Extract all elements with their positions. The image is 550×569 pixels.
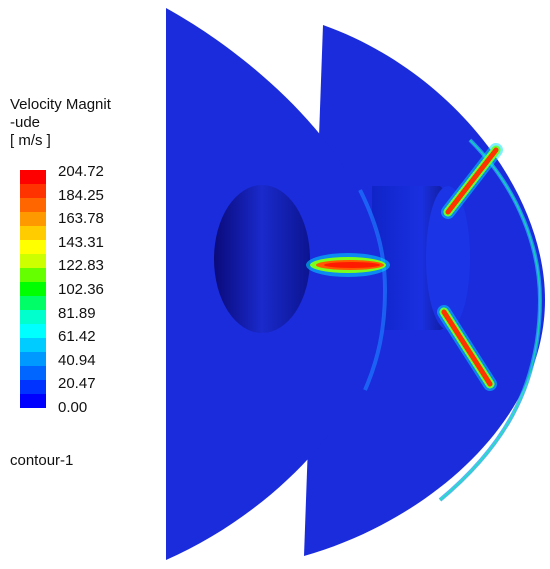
colorbar-band: [20, 170, 46, 185]
colorbar-tick-label: 20.47: [58, 375, 96, 393]
colorbar-band: [20, 324, 46, 339]
colorbar-tick-label: 0.00: [58, 399, 88, 416]
colorbar-tick-label: 143.31: [58, 233, 104, 251]
legend-title: Velocity Magnit -ude [ m/s ]: [10, 96, 111, 150]
colorbar-tick-label: 40.94: [58, 351, 96, 369]
colorbar: [20, 170, 46, 408]
central-jet: [306, 253, 390, 277]
colorbar-band: [20, 366, 46, 381]
hub-end-face: [426, 186, 470, 330]
colorbar-band: [20, 184, 46, 199]
colorbar-tick-label: 81.89: [58, 304, 96, 322]
colorbar-tick-label: 102.36: [58, 281, 104, 298]
colorbar-band: [20, 338, 46, 353]
colorbar-tick-label: 204.72: [58, 163, 104, 180]
colorbar-band: [20, 226, 46, 241]
colorbar-tick-label: 184.25: [58, 186, 104, 204]
colorbar-band: [20, 240, 46, 255]
lower-jet: [437, 305, 497, 391]
legend-title-line3: [ m/s ]: [10, 132, 51, 149]
colorbar-band: [20, 212, 46, 227]
colorbar-tick-label: 122.83: [58, 257, 104, 275]
legend-title-line1: Velocity Magnit: [10, 96, 111, 113]
colorbar-band: [20, 254, 46, 269]
colorbar-band: [20, 296, 46, 311]
legend-title-line2: -ude: [10, 114, 41, 131]
rear-rim-edge: [439, 139, 541, 501]
front-disc-hole: [214, 185, 310, 333]
colorbar-band: [20, 198, 46, 213]
colorbar-band: [20, 282, 46, 297]
front-rim-highlight: [358, 189, 388, 391]
colorbar-tick-label: 163.78: [58, 210, 104, 228]
colorbar-tick-label: 61.42: [58, 328, 96, 346]
colorbar-band: [20, 310, 46, 325]
colorbar-band: [20, 380, 46, 395]
colorbar-band: [20, 268, 46, 283]
upper-jet: [441, 143, 503, 219]
colorbar-band: [20, 394, 46, 408]
colorbar-band: [20, 352, 46, 367]
contour-caption: contour-1: [10, 452, 74, 469]
